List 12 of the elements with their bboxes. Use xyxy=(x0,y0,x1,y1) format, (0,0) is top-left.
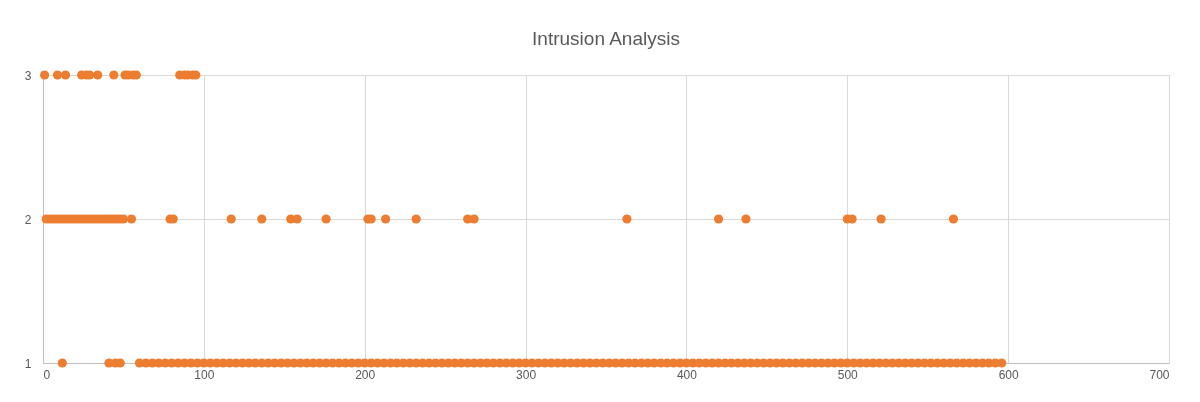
x-tick-label: 500 xyxy=(837,367,859,382)
y-tick-label: 2 xyxy=(24,212,32,227)
x-tick-label: 100 xyxy=(194,367,215,382)
y-tick-label: 1 xyxy=(24,356,32,371)
x-tick-label: 300 xyxy=(516,367,537,382)
chart-title: Intrusion Analysis xyxy=(532,28,680,49)
x-tick-label: 400 xyxy=(676,367,698,382)
x-tick-label: 600 xyxy=(998,367,1019,382)
x-tick-label: 200 xyxy=(355,367,376,382)
x-tick-label: 0 xyxy=(43,367,51,382)
x-tick-label: 700 xyxy=(1149,367,1170,382)
y-tick-label: 3 xyxy=(24,68,32,83)
